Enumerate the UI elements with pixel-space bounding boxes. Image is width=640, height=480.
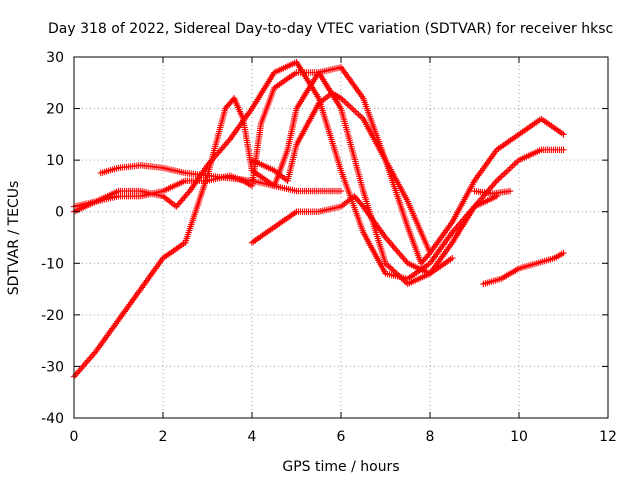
plus-markers <box>248 89 434 257</box>
axis-ticks: 0 2 4 6 8 10 12 -40 -30 -20 -10 0 10 20 30 <box>41 50 617 445</box>
plus-markers <box>248 193 456 277</box>
x-tick-label: 2 <box>159 429 168 445</box>
x-tick-label: 8 <box>426 429 435 445</box>
series-arc-g <box>480 249 567 288</box>
series-arc-h <box>471 187 514 197</box>
y-axis-label: SDTVAR / TECUs <box>6 181 22 296</box>
plus-markers <box>471 187 514 197</box>
series-arc-e <box>248 193 456 277</box>
chart-title: Day 318 of 2022, Sidereal Day-to-day VTE… <box>48 21 613 37</box>
y-tick-label: -30 <box>41 359 64 375</box>
plus-markers <box>70 59 500 282</box>
y-tick-label: 30 <box>46 50 64 66</box>
y-tick-label: -20 <box>41 308 64 324</box>
x-tick-label: 6 <box>337 429 346 445</box>
x-tick-label: 12 <box>599 429 617 445</box>
y-tick-label: 20 <box>46 102 64 118</box>
y-tick-label: -10 <box>41 256 64 272</box>
x-axis-label: GPS time / hours <box>282 459 399 475</box>
data-marks <box>70 59 567 380</box>
x-tick-label: 0 <box>70 429 79 445</box>
y-tick-label: 0 <box>55 205 64 221</box>
series-arc-f <box>248 89 434 257</box>
y-tick-label: 10 <box>46 153 64 169</box>
plus-markers <box>70 95 345 380</box>
series-arc-b <box>70 59 500 282</box>
plus-markers <box>480 249 567 288</box>
x-tick-label: 10 <box>510 429 528 445</box>
x-tick-label: 4 <box>248 429 257 445</box>
y-tick-label: -40 <box>41 411 64 427</box>
series-arc-a <box>70 95 345 380</box>
